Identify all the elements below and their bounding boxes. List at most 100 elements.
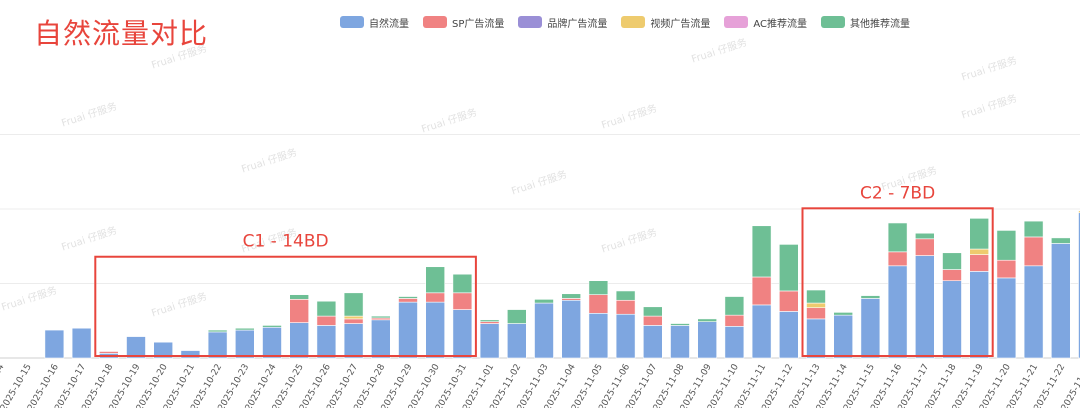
bar-segment[interactable] bbox=[235, 329, 255, 359]
bar-segment[interactable] bbox=[806, 307, 826, 320]
bar-segment[interactable] bbox=[71, 327, 92, 359]
bar-segment[interactable] bbox=[724, 314, 745, 327]
bar-segment[interactable] bbox=[588, 280, 609, 295]
bar-segment[interactable] bbox=[806, 289, 826, 304]
bar-segment[interactable] bbox=[833, 314, 854, 359]
bar-segment[interactable] bbox=[942, 252, 962, 270]
bar-segment[interactable] bbox=[207, 331, 228, 359]
bar-segment[interactable] bbox=[126, 336, 146, 359]
bar-segment[interactable] bbox=[806, 302, 826, 309]
bar-segment[interactable] bbox=[262, 325, 282, 328]
bar-segment[interactable] bbox=[479, 323, 500, 359]
bar-segment[interactable] bbox=[534, 302, 554, 359]
bar-segment[interactable] bbox=[398, 301, 418, 359]
legend-item-ac-recommend[interactable]: AC推荐流量 bbox=[724, 15, 807, 30]
bar-segment[interactable] bbox=[724, 296, 745, 316]
bar-segment[interactable] bbox=[588, 312, 609, 359]
bar-segment[interactable] bbox=[615, 290, 636, 301]
legend-item-sp-ads[interactable]: SP广告流量 bbox=[423, 15, 504, 30]
bar-segment[interactable] bbox=[425, 266, 446, 294]
bar-segment[interactable] bbox=[751, 225, 772, 278]
bar-segment[interactable] bbox=[99, 351, 119, 354]
bar-segment[interactable] bbox=[398, 296, 418, 299]
bar-segment[interactable] bbox=[425, 292, 446, 303]
bar-segment[interactable] bbox=[235, 327, 255, 331]
bar-segment[interactable] bbox=[44, 329, 65, 359]
bar-segment[interactable] bbox=[942, 280, 962, 359]
bar-segment[interactable] bbox=[506, 309, 527, 324]
bar-segment[interactable] bbox=[996, 259, 1017, 279]
bar-segment[interactable] bbox=[670, 325, 690, 359]
bar-segment[interactable] bbox=[806, 318, 826, 359]
bar-segment[interactable] bbox=[452, 292, 473, 310]
bar-segment[interactable] bbox=[642, 325, 663, 359]
bar-segment[interactable] bbox=[860, 295, 881, 299]
bar-segment[interactable] bbox=[642, 315, 663, 326]
bar-segment[interactable] bbox=[452, 309, 473, 359]
bar-segment[interactable] bbox=[1023, 265, 1044, 359]
legend-item-brand-ads[interactable]: 品牌广告流量 bbox=[518, 15, 607, 30]
bar-segment[interactable] bbox=[479, 319, 500, 322]
bar-segment[interactable] bbox=[969, 271, 990, 359]
bar-segment[interactable] bbox=[969, 218, 990, 250]
bar-segment[interactable] bbox=[778, 244, 799, 292]
bar-segment[interactable] bbox=[561, 299, 582, 359]
bar-segment[interactable] bbox=[1078, 210, 1080, 214]
bar-segment[interactable] bbox=[425, 301, 446, 359]
bar-segment[interactable] bbox=[914, 238, 935, 256]
bar-segment[interactable] bbox=[887, 222, 908, 253]
bar-segment[interactable] bbox=[561, 293, 582, 299]
bar-segment[interactable] bbox=[316, 315, 337, 326]
bar-segment[interactable] bbox=[833, 312, 854, 316]
bar-segment[interactable] bbox=[778, 290, 799, 312]
bar-segment[interactable] bbox=[370, 315, 391, 319]
legend-item-other-recommend[interactable]: 其他推荐流量 bbox=[821, 15, 910, 30]
bar-segment[interactable] bbox=[751, 276, 772, 306]
bar-segment[interactable] bbox=[969, 254, 990, 272]
bar-segment[interactable] bbox=[697, 321, 718, 359]
bar-segment[interactable] bbox=[1023, 236, 1044, 267]
bar-segment[interactable] bbox=[942, 269, 962, 282]
bar-segment[interactable] bbox=[1051, 237, 1071, 244]
bar-segment[interactable] bbox=[370, 319, 391, 359]
bar-segment[interactable] bbox=[642, 306, 663, 317]
bar-segment[interactable] bbox=[887, 251, 908, 267]
bar-segment[interactable] bbox=[724, 326, 745, 359]
bar-segment[interactable] bbox=[506, 323, 527, 359]
bar-segment[interactable] bbox=[289, 294, 310, 300]
bar-segment[interactable] bbox=[180, 350, 201, 359]
bar-segment[interactable] bbox=[969, 248, 990, 255]
bar-segment[interactable] bbox=[153, 341, 173, 359]
bar-segment[interactable] bbox=[697, 318, 718, 322]
bar-segment[interactable] bbox=[996, 230, 1017, 261]
bar-segment[interactable] bbox=[914, 255, 935, 359]
bar-segment[interactable] bbox=[316, 325, 337, 359]
bar-segment[interactable] bbox=[289, 299, 310, 323]
bar-segment[interactable] bbox=[343, 292, 364, 317]
bar-segment[interactable] bbox=[207, 329, 228, 333]
legend-item-natural[interactable]: 自然流量 bbox=[340, 15, 409, 30]
bar-segment[interactable] bbox=[343, 323, 364, 359]
bar-segment[interactable] bbox=[534, 299, 554, 304]
bar-segment[interactable] bbox=[914, 232, 935, 240]
bar-segment[interactable] bbox=[615, 299, 636, 315]
bar-segment[interactable] bbox=[1078, 212, 1080, 359]
bar-segment[interactable] bbox=[996, 277, 1017, 359]
bar-segment[interactable] bbox=[860, 298, 881, 359]
bar-segment[interactable] bbox=[670, 323, 690, 326]
bar-segment[interactable] bbox=[289, 322, 310, 359]
bar-segment[interactable] bbox=[1051, 243, 1071, 359]
legend-item-video-ads[interactable]: 视频广告流量 bbox=[621, 15, 710, 30]
bar-segment[interactable] bbox=[398, 298, 418, 303]
bar-segment[interactable] bbox=[1023, 220, 1044, 238]
bar-segment[interactable] bbox=[887, 265, 908, 359]
bar-segment[interactable] bbox=[588, 294, 609, 314]
bar-segment[interactable] bbox=[343, 318, 364, 324]
bar-segment[interactable] bbox=[316, 300, 337, 317]
bar-segment[interactable] bbox=[262, 326, 282, 359]
bar-segment[interactable] bbox=[343, 315, 364, 320]
bar-segment[interactable] bbox=[615, 313, 636, 359]
bar-segment[interactable] bbox=[751, 304, 772, 359]
bar-segment[interactable] bbox=[778, 311, 799, 359]
bar-segment[interactable] bbox=[452, 273, 473, 294]
